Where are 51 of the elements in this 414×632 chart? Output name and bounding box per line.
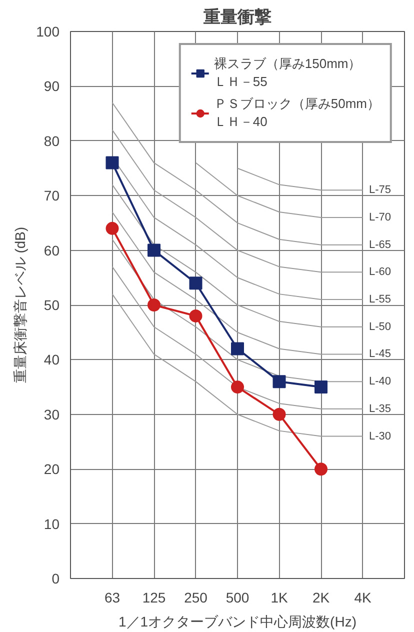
series-label: L-65 — [369, 238, 392, 251]
point — [148, 298, 160, 312]
x-tick-label: 63 — [104, 590, 120, 606]
line-series — [112, 294, 364, 437]
series-label: L-70 — [369, 211, 392, 224]
line-series — [112, 212, 364, 355]
x-tick-label: 2K — [312, 590, 330, 606]
point — [231, 380, 244, 394]
y-tick-label: 90 — [44, 78, 60, 94]
y-tick-label: 0 — [52, 570, 60, 586]
line-series — [112, 184, 364, 328]
point — [106, 222, 119, 235]
point — [189, 276, 202, 290]
point — [231, 342, 244, 356]
series-label: L-55 — [369, 294, 392, 306]
point — [314, 380, 328, 394]
y-tick-label: 10 — [44, 516, 60, 532]
legend-label: ＰＳブロック（厚み50mm）ＬＨ－40 — [214, 95, 380, 131]
line-series — [112, 266, 364, 410]
x-tick-label: 1K — [270, 590, 288, 606]
series-label: L-75 — [369, 184, 392, 196]
x-tick-label: 4K — [354, 590, 372, 606]
series-label: L-35 — [369, 402, 392, 415]
x-tick-label: 250 — [184, 590, 208, 606]
series-label: L-50 — [369, 320, 392, 333]
x-tick-label: 125 — [142, 590, 166, 606]
y-tick-label: 20 — [44, 461, 60, 478]
y-tick-label: 40 — [44, 352, 60, 368]
point — [314, 462, 328, 476]
line-series — [112, 129, 364, 273]
line-series — [195, 162, 364, 218]
point — [272, 408, 286, 421]
y-tick-label: 60 — [44, 242, 60, 258]
legend-label: 裸スラブ（厚み150mm）ＬＨ－55 — [214, 55, 362, 91]
chart-title: 重量衝撃 — [202, 8, 272, 26]
y-tick-label: 100 — [36, 24, 60, 40]
y-tick-label: 50 — [44, 297, 60, 313]
series-label: L-30 — [369, 430, 392, 442]
point — [189, 309, 202, 322]
point — [106, 156, 119, 170]
y-axis-title: 重量床衝撃音レベル (dB) — [12, 226, 28, 384]
x-tick-label: 500 — [226, 590, 250, 606]
series-label: L-40 — [369, 376, 392, 388]
x-axis-title: 1／1オクターブバンド中心周波数(Hz) — [118, 614, 357, 630]
series-label: L-60 — [369, 266, 392, 278]
y-tick-label: 30 — [44, 406, 60, 422]
y-tick-label: 80 — [44, 132, 60, 149]
y-tick-label: 70 — [44, 188, 60, 204]
point — [148, 244, 160, 257]
point — [272, 375, 286, 388]
series-label: L-45 — [369, 348, 392, 360]
